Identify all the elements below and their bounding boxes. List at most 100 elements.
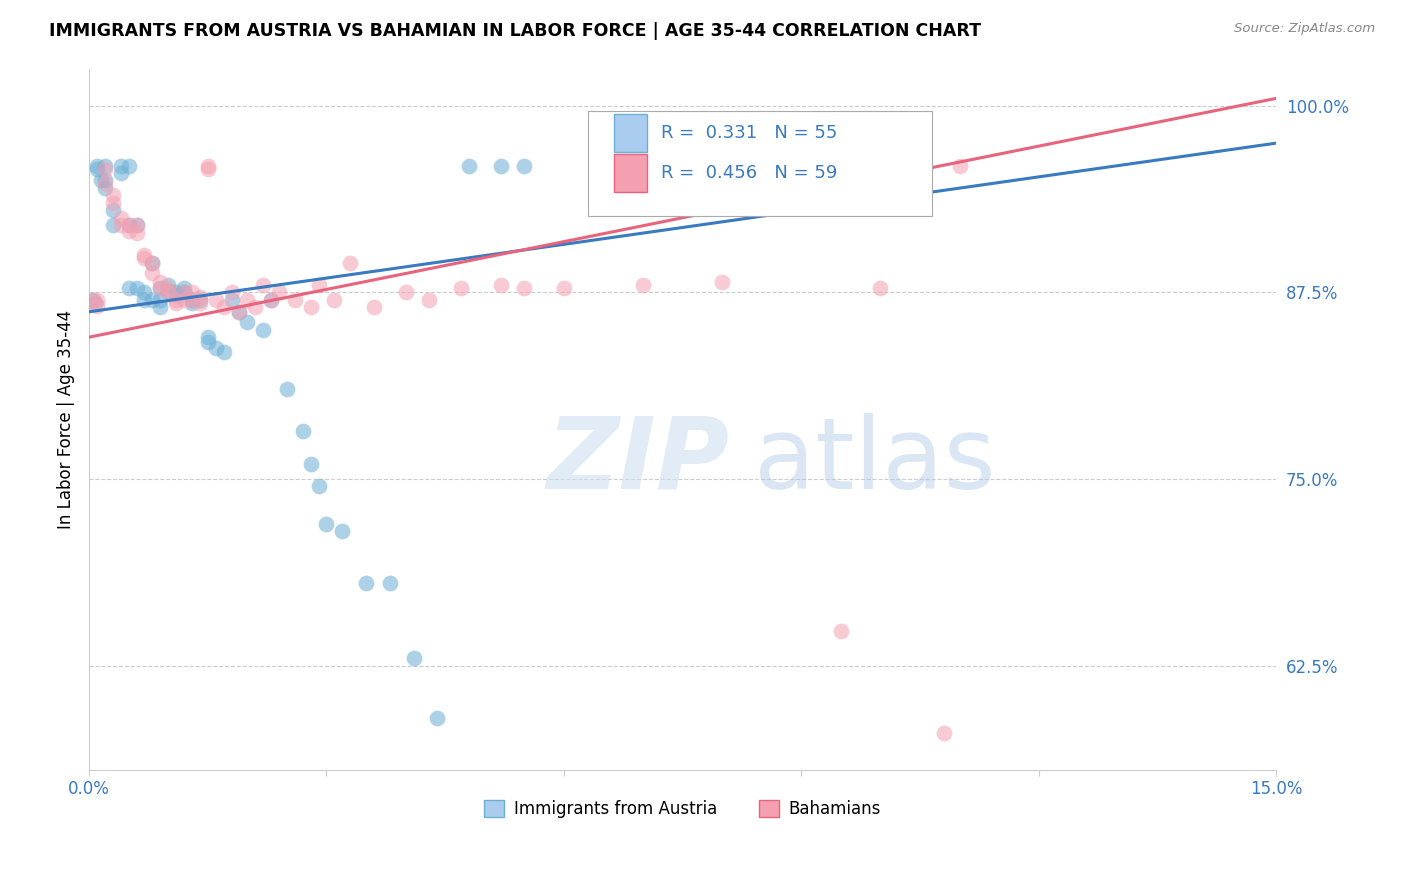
- Point: [221, 293, 243, 307]
- Point: [267, 285, 290, 300]
- Point: [110, 166, 132, 180]
- Point: [458, 159, 481, 173]
- Point: [236, 293, 259, 307]
- Point: [260, 293, 283, 307]
- Point: [188, 296, 211, 310]
- Point: [631, 277, 654, 292]
- Point: [157, 277, 180, 292]
- Point: [86, 161, 108, 176]
- Point: [117, 281, 139, 295]
- Point: [94, 159, 117, 173]
- Point: [284, 293, 307, 307]
- Point: [711, 275, 734, 289]
- Point: [948, 159, 970, 173]
- Point: [94, 161, 117, 176]
- Point: [134, 251, 156, 265]
- Point: [252, 277, 274, 292]
- Point: [141, 255, 163, 269]
- Point: [212, 301, 235, 315]
- Point: [418, 293, 440, 307]
- Point: [141, 266, 163, 280]
- Point: [228, 305, 250, 319]
- Point: [125, 219, 148, 233]
- Point: [197, 159, 219, 173]
- Point: [165, 288, 187, 302]
- Point: [149, 281, 172, 295]
- Point: [117, 224, 139, 238]
- Legend: Immigrants from Austria, Bahamians: Immigrants from Austria, Bahamians: [477, 793, 889, 825]
- Point: [315, 516, 337, 531]
- Y-axis label: In Labor Force | Age 35-44: In Labor Force | Age 35-44: [58, 310, 75, 529]
- Point: [402, 651, 425, 665]
- Point: [157, 284, 180, 298]
- Point: [82, 293, 104, 307]
- Point: [117, 159, 139, 173]
- Text: Source: ZipAtlas.com: Source: ZipAtlas.com: [1234, 22, 1375, 36]
- Point: [513, 159, 536, 173]
- Point: [90, 173, 112, 187]
- Point: [181, 293, 204, 307]
- Point: [426, 711, 449, 725]
- Point: [149, 281, 172, 295]
- Point: [173, 293, 195, 307]
- Point: [173, 285, 195, 300]
- Point: [82, 293, 104, 307]
- Point: [181, 296, 204, 310]
- Point: [354, 576, 377, 591]
- Point: [308, 479, 330, 493]
- Point: [330, 524, 353, 539]
- Point: [149, 293, 172, 307]
- Point: [394, 285, 416, 300]
- Bar: [614, 113, 647, 153]
- Point: [173, 285, 195, 300]
- Point: [260, 293, 283, 307]
- Point: [489, 159, 512, 173]
- Point: [299, 301, 322, 315]
- Point: [86, 159, 108, 173]
- Point: [450, 281, 472, 295]
- Point: [204, 293, 226, 307]
- Point: [513, 281, 536, 295]
- Point: [204, 341, 226, 355]
- Point: [165, 285, 187, 300]
- Point: [188, 290, 211, 304]
- Point: [110, 219, 132, 233]
- Point: [489, 277, 512, 292]
- Point: [323, 293, 346, 307]
- Point: [363, 301, 385, 315]
- Point: [276, 383, 298, 397]
- Point: [197, 334, 219, 349]
- Point: [378, 576, 401, 591]
- Text: ZIP: ZIP: [547, 413, 730, 510]
- Point: [141, 293, 163, 307]
- FancyBboxPatch shape: [588, 111, 932, 216]
- Point: [117, 219, 139, 233]
- Point: [157, 285, 180, 300]
- Point: [86, 293, 108, 307]
- Bar: [614, 153, 647, 193]
- Point: [252, 323, 274, 337]
- Point: [197, 161, 219, 176]
- Point: [245, 301, 267, 315]
- Point: [308, 277, 330, 292]
- Point: [134, 293, 156, 307]
- Point: [134, 285, 156, 300]
- Point: [149, 301, 172, 315]
- Point: [181, 285, 204, 300]
- Point: [94, 181, 117, 195]
- Point: [553, 281, 575, 295]
- Point: [125, 281, 148, 295]
- Point: [339, 255, 361, 269]
- Point: [221, 285, 243, 300]
- Point: [908, 159, 931, 173]
- Point: [212, 345, 235, 359]
- Text: IMMIGRANTS FROM AUSTRIA VS BAHAMIAN IN LABOR FORCE | AGE 35-44 CORRELATION CHART: IMMIGRANTS FROM AUSTRIA VS BAHAMIAN IN L…: [49, 22, 981, 40]
- Point: [149, 275, 172, 289]
- Point: [101, 203, 124, 218]
- Point: [141, 255, 163, 269]
- Text: atlas: atlas: [754, 413, 995, 510]
- Point: [101, 195, 124, 210]
- Point: [125, 219, 148, 233]
- Point: [125, 226, 148, 240]
- Point: [173, 281, 195, 295]
